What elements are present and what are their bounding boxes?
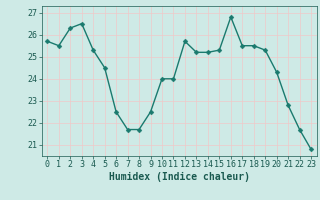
X-axis label: Humidex (Indice chaleur): Humidex (Indice chaleur) [109, 172, 250, 182]
